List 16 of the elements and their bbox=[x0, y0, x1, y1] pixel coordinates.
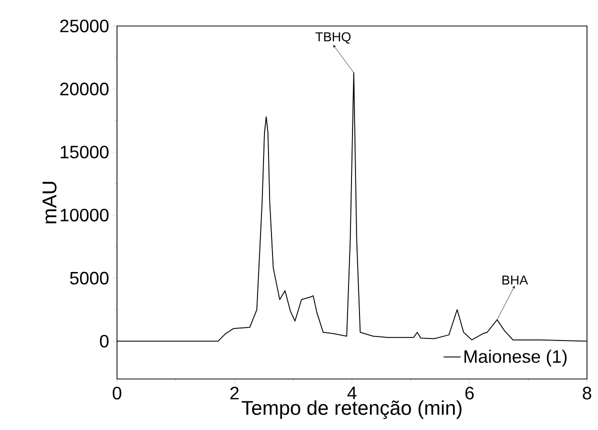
legend-label: Maionese (1) bbox=[464, 350, 567, 366]
y-tick-label: 20000 bbox=[60, 82, 109, 96]
y-tick-label: 0 bbox=[100, 334, 109, 348]
y-tick-label: 5000 bbox=[70, 272, 109, 284]
x-tick-label: 8 bbox=[582, 386, 592, 400]
y-tick-label: 25000 bbox=[60, 20, 109, 32]
y-axis-title: mAU bbox=[42, 182, 56, 224]
y-tick-label: 10000 bbox=[60, 208, 109, 222]
x-tick-label: 6 bbox=[465, 386, 474, 400]
annotation: BHA bbox=[502, 276, 528, 285]
y-tick-label: 15000 bbox=[60, 146, 109, 158]
x-tick-label: 4 bbox=[347, 386, 356, 400]
x-tick-label: 2 bbox=[230, 386, 239, 400]
annotation: TBHQ bbox=[316, 32, 351, 44]
x-axis-title: Tempo de retenção (min) bbox=[242, 400, 462, 419]
x-tick-label: 0 bbox=[112, 386, 122, 400]
